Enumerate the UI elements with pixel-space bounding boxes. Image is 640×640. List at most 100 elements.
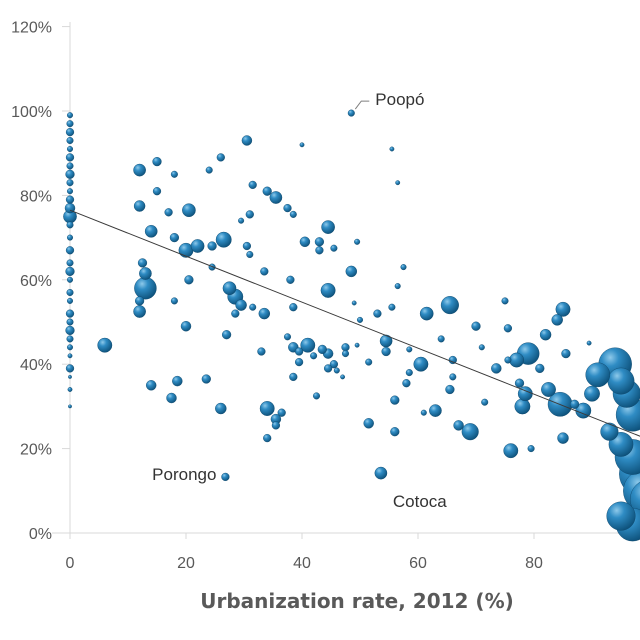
bubble	[345, 265, 357, 278]
bubble	[65, 364, 75, 373]
y-tick-label: 100%	[11, 104, 52, 121]
bubble	[471, 321, 481, 331]
bubble	[66, 136, 74, 144]
bubble	[67, 353, 73, 359]
bubble	[190, 239, 205, 253]
bubble	[406, 346, 413, 353]
bubble	[340, 374, 345, 380]
y-tick-label: 80%	[20, 188, 52, 205]
y-tick-label: 20%	[20, 442, 52, 459]
bubble	[388, 303, 396, 311]
annotations: Poopó Porongo Cotoca	[152, 90, 447, 511]
x-tick-label: 20	[177, 555, 195, 572]
bubble	[238, 217, 245, 224]
x-tick-label: 0	[66, 555, 75, 572]
x-axis-title: Urbanization rate, 2012 (%)	[200, 589, 514, 613]
y-tick-label: 60%	[20, 273, 52, 290]
bubble	[503, 443, 519, 459]
x-tick-label: 40	[293, 555, 311, 572]
bubble	[271, 421, 281, 430]
bubble	[503, 324, 513, 333]
bubble	[216, 153, 225, 162]
bubble	[478, 344, 485, 351]
bubble	[222, 330, 232, 340]
bubble	[413, 356, 429, 372]
bubble	[66, 188, 73, 195]
bubble	[453, 420, 464, 431]
bubble	[557, 432, 569, 444]
bubble	[134, 277, 157, 300]
bubble	[263, 434, 272, 443]
bubble	[222, 281, 237, 296]
bubble	[289, 210, 297, 218]
bubble	[569, 399, 580, 409]
y-tick-label: 40%	[20, 357, 52, 374]
bubble	[66, 179, 74, 187]
bubble	[215, 402, 227, 415]
bubble	[258, 307, 270, 320]
bubble	[347, 109, 355, 117]
bubble	[351, 300, 357, 306]
bubble	[65, 266, 75, 277]
bubble	[66, 318, 74, 326]
y-tick-label: 0%	[29, 526, 52, 543]
bubble	[607, 367, 635, 395]
bubble	[184, 275, 194, 285]
bubble	[180, 321, 192, 332]
bubble	[289, 372, 298, 382]
bubble	[284, 333, 292, 341]
bubble	[586, 340, 592, 346]
bubble	[600, 422, 619, 441]
bubble	[501, 297, 509, 305]
bubble	[329, 360, 339, 369]
bubble	[246, 250, 254, 258]
bubble	[152, 187, 162, 196]
bubble	[299, 236, 311, 248]
bubble	[320, 282, 336, 298]
bubble	[66, 162, 74, 170]
bubble	[509, 352, 524, 368]
bubble	[389, 146, 395, 152]
bubble	[341, 343, 350, 352]
bubble	[133, 305, 146, 318]
bubble	[606, 501, 636, 531]
bubble	[262, 186, 272, 196]
bubble	[67, 387, 73, 392]
bubble	[514, 398, 531, 415]
bubble	[584, 385, 600, 402]
bubble	[363, 418, 374, 429]
annotation-leader	[354, 100, 370, 110]
bubble	[68, 374, 72, 379]
bubble	[66, 276, 73, 283]
bubble	[68, 404, 72, 409]
trendline	[69, 209, 640, 437]
bubbles	[63, 109, 640, 542]
bubble	[289, 303, 298, 312]
bubble	[66, 335, 74, 343]
bubble	[400, 264, 407, 271]
bubble	[354, 238, 361, 245]
bubble	[321, 220, 335, 234]
bubble	[65, 246, 75, 255]
bubble	[152, 157, 162, 167]
y-axis-tick-labels: 0% 20% 40% 60% 80% 100% 120%	[11, 20, 52, 543]
bubble	[259, 401, 275, 416]
bubble	[66, 344, 73, 351]
bubble	[440, 296, 459, 315]
x-axis-tick-labels: 02040608010	[66, 555, 543, 572]
bubble	[137, 258, 148, 268]
bubble	[527, 445, 535, 453]
bubble	[514, 378, 525, 388]
bubble	[221, 472, 230, 482]
bubble	[555, 301, 571, 317]
bubble	[66, 145, 73, 152]
bubble	[365, 358, 373, 366]
bubble	[66, 259, 74, 267]
bubble	[561, 349, 571, 359]
bubble	[314, 237, 325, 247]
bubble	[133, 163, 146, 177]
bubble	[317, 344, 327, 355]
bubble	[539, 329, 552, 341]
bubble	[201, 374, 211, 384]
bubble	[235, 299, 247, 311]
